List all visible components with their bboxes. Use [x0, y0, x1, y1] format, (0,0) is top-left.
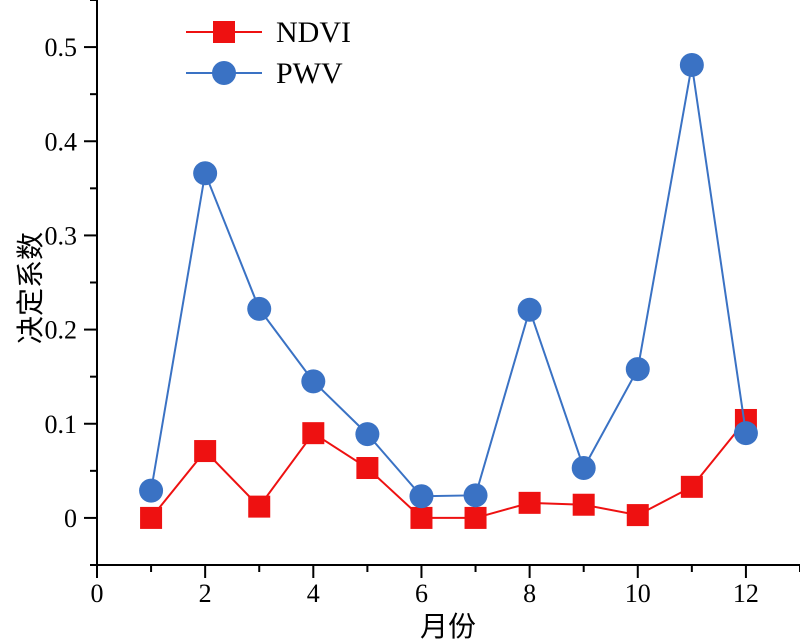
axis-labels: 月份 决定系数	[14, 232, 476, 641]
legend: NDVI PWV	[186, 16, 351, 90]
series-line-pwv	[150, 64, 747, 498]
data-point-pwv	[571, 456, 596, 481]
legend-item-pwv: PWV	[186, 57, 343, 90]
legend-label-pwv: PWV	[276, 57, 343, 90]
x-tick-label: 12	[733, 579, 759, 608]
data-point-pwv	[193, 161, 218, 186]
data-point-ndvi	[464, 506, 487, 529]
legend-marker-pwv	[212, 61, 236, 85]
data-point-ndvi	[302, 422, 325, 445]
data-point-pwv	[625, 357, 650, 382]
series-pwv	[139, 52, 758, 509]
y-tick-label: 0.2	[45, 316, 78, 345]
legend-label-ndvi: NDVI	[276, 16, 351, 49]
x-tick-label: 2	[199, 579, 212, 608]
series-ndvi	[140, 408, 757, 529]
data-point-ndvi	[356, 457, 379, 480]
y-axis-title: 决定系数	[14, 232, 47, 344]
x-tick-label: 0	[91, 579, 104, 608]
legend-item-ndvi: NDVI	[186, 16, 351, 49]
y-tick-label: 0	[64, 504, 77, 533]
data-point-pwv	[139, 478, 164, 503]
data-point-pwv	[517, 297, 542, 322]
data-point-pwv	[463, 483, 488, 508]
data-point-ndvi	[680, 475, 703, 498]
data-point-pwv	[733, 421, 758, 446]
series-line-ndvi	[150, 419, 747, 519]
data-point-pwv	[301, 369, 326, 394]
data-point-ndvi	[410, 506, 433, 529]
data-point-ndvi	[572, 493, 595, 516]
x-tick-label: 6	[415, 579, 428, 608]
data-point-pwv	[355, 422, 380, 447]
y-tick-label: 0.1	[45, 410, 78, 439]
x-tick-label: 8	[523, 579, 536, 608]
y-tick-label: 0.5	[45, 33, 78, 62]
data-point-pwv	[409, 484, 434, 509]
data-point-ndvi	[626, 504, 649, 527]
data-point-ndvi	[140, 506, 163, 529]
y-tick-label: 0.3	[45, 221, 78, 250]
legend-marker-ndvi	[213, 21, 235, 43]
series-layer	[139, 52, 758, 529]
data-point-pwv	[247, 296, 272, 321]
data-point-pwv	[679, 52, 704, 77]
axes: 0 2 4 6 8 10 12 0 0.1 0.2 0.3 0.4 0.5	[45, 0, 800, 608]
data-point-ndvi	[194, 440, 217, 463]
y-tick-label: 0.4	[45, 127, 78, 156]
x-tick-label: 4	[307, 579, 320, 608]
data-point-ndvi	[248, 495, 271, 518]
x-axis-title: 月份	[420, 610, 476, 641]
x-tick-label: 10	[625, 579, 651, 608]
data-point-ndvi	[518, 491, 541, 514]
